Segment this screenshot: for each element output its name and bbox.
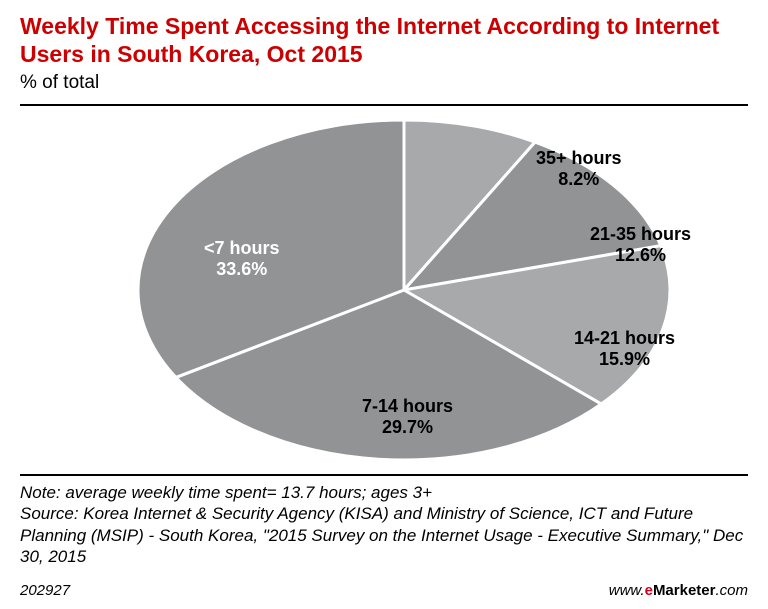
- infographic-container: Weekly Time Spent Accessing the Internet…: [0, 0, 768, 609]
- pie-chart: 35+ hours8.2% 21-35 hours12.6% 14-21 hours…: [20, 110, 748, 470]
- brand-www: www.: [609, 582, 645, 599]
- slice-label: 7-14 hours29.7%: [362, 396, 453, 437]
- slice-label: 14-21 hours15.9%: [574, 328, 675, 369]
- divider-bottom: [20, 474, 748, 476]
- chart-title: Weekly Time Spent Accessing the Internet…: [20, 12, 748, 68]
- reference-id: 202927: [20, 582, 70, 599]
- brand-e: e: [645, 582, 653, 599]
- footer: 202927 www.eMarketer.com: [20, 582, 748, 599]
- brand-suffix: .com: [715, 582, 748, 599]
- slice-label: 35+ hours8.2%: [536, 148, 622, 189]
- brand-url: www.eMarketer.com: [609, 582, 748, 599]
- slice-label: <7 hours33.6%: [204, 238, 280, 279]
- chart-subtitle: % of total: [20, 72, 748, 94]
- slice-label: 21-35 hours12.6%: [590, 224, 691, 265]
- source-note: Note: average weekly time spent= 13.7 ho…: [20, 482, 748, 567]
- brand-marketer: Marketer: [653, 582, 716, 599]
